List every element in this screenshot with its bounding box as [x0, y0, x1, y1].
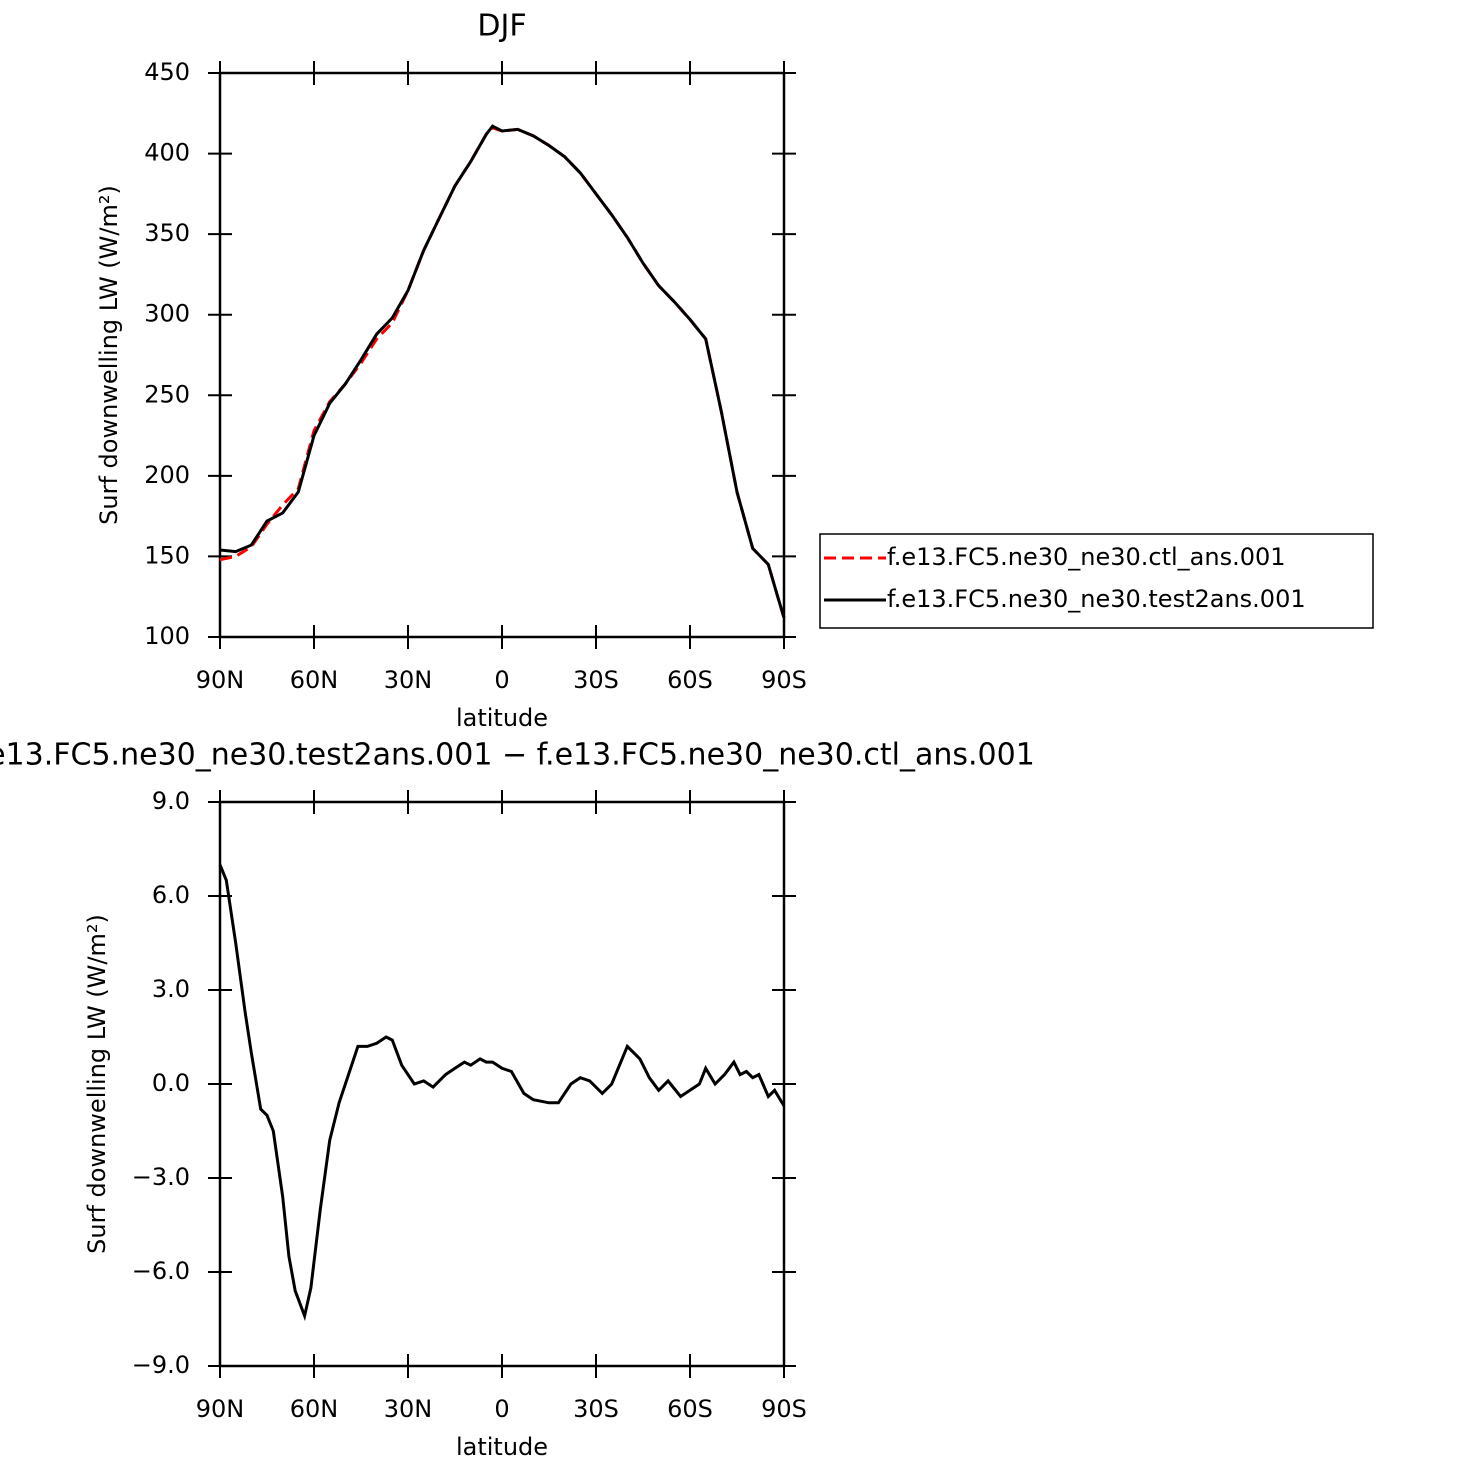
y-tick-label: −3.0 [132, 1163, 190, 1191]
x-tick-label: 30N [384, 666, 433, 694]
y-tick-label: 250 [144, 380, 190, 408]
x-tick-label: 90N [196, 1395, 245, 1423]
x-tick-label: 30N [384, 1395, 433, 1423]
y-tick-label: 3.0 [152, 975, 190, 1003]
plot-frame [218, 71, 786, 639]
y-tick-label: 450 [144, 58, 190, 86]
y-tick-label: 200 [144, 461, 190, 489]
y-tick-label: −9.0 [132, 1351, 190, 1379]
x-tick-label: 90N [196, 666, 245, 694]
y-axis-label: Surf downwelling LW (W/m²) [95, 185, 123, 525]
y-tick-label: 150 [144, 541, 190, 569]
y-tick-label: 100 [144, 622, 190, 650]
series-line [219, 126, 786, 619]
x-tick-label: 60N [290, 1395, 339, 1423]
x-tick-label: 0 [494, 666, 509, 694]
y-tick-label: 350 [144, 219, 190, 247]
y-tick-label: 0.0 [152, 1069, 190, 1097]
x-axis-label: latitude [456, 704, 548, 732]
y-axis-label: Surf downwelling LW (W/m²) [83, 914, 111, 1254]
x-tick-label: 90S [761, 1395, 807, 1423]
x-tick-label: 30S [573, 666, 619, 694]
x-tick-label: 60S [667, 666, 713, 694]
y-tick-label: 6.0 [152, 881, 190, 909]
y-tick-label: 9.0 [152, 787, 190, 815]
x-tick-label: 60N [290, 666, 339, 694]
x-tick-label: 0 [494, 1395, 509, 1423]
x-axis-label: latitude [456, 1433, 548, 1461]
legend-label: f.e13.FC5.ne30_ne30.ctl_ans.001 [887, 543, 1286, 571]
y-tick-label: −6.0 [132, 1257, 190, 1285]
legend-box [819, 533, 1374, 629]
series-line [218, 864, 786, 1322]
chart-title: f.e13.FC5.ne30_ne30.test2ans.001 − f.e13… [0, 738, 1035, 773]
y-tick-label: 400 [144, 139, 190, 167]
x-tick-label: 30S [573, 1395, 619, 1423]
chart-title: DJF [477, 9, 526, 44]
y-tick-label: 300 [144, 300, 190, 328]
series-line [219, 124, 786, 619]
x-tick-label: 60S [667, 1395, 713, 1423]
plot-frame [218, 800, 786, 1368]
x-tick-label: 90S [761, 666, 807, 694]
legend-label: f.e13.FC5.ne30_ne30.test2ans.001 [887, 585, 1306, 613]
